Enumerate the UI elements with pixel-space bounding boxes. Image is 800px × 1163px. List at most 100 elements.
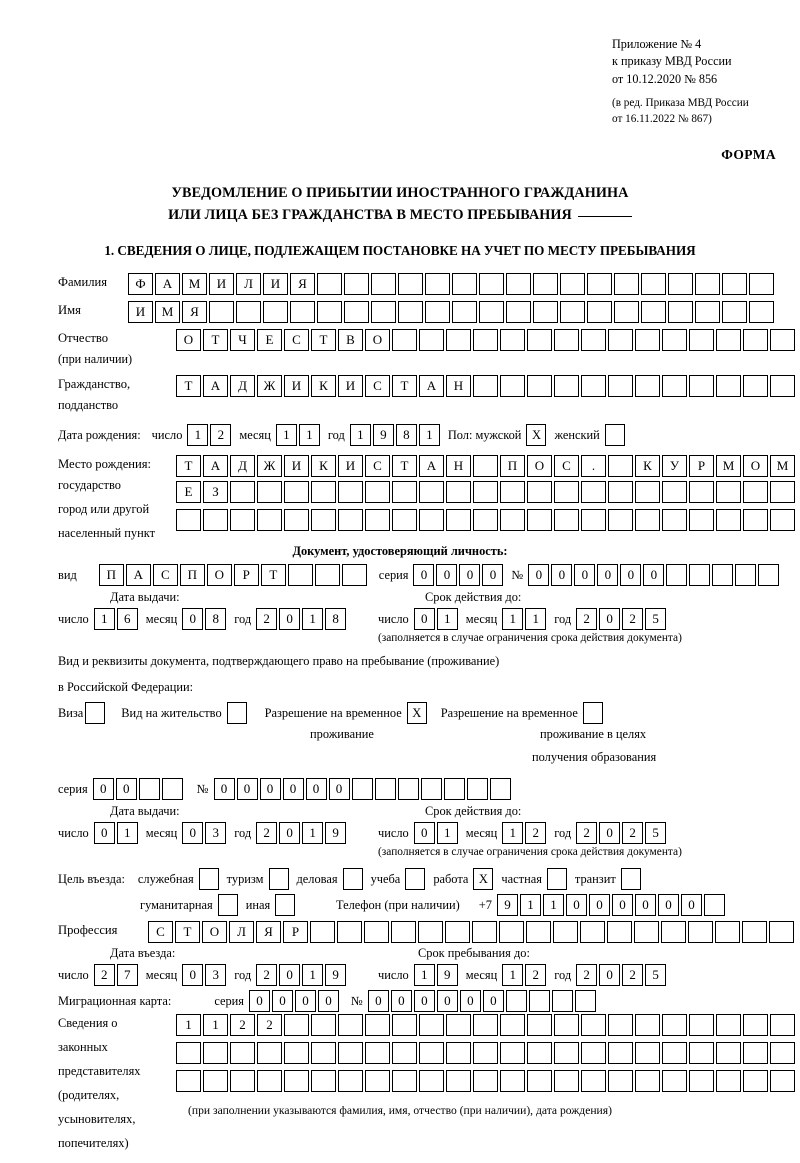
cell[interactable] xyxy=(716,375,741,397)
cell[interactable]: 1 xyxy=(349,424,371,446)
cell[interactable] xyxy=(284,1014,309,1036)
cell[interactable] xyxy=(662,1070,687,1092)
cell[interactable] xyxy=(662,1014,687,1036)
cell[interactable] xyxy=(770,1014,795,1036)
cell[interactable] xyxy=(758,564,780,586)
cell[interactable] xyxy=(635,1014,660,1036)
cell[interactable] xyxy=(688,921,713,943)
cell[interactable]: 0 xyxy=(305,778,327,800)
cell[interactable] xyxy=(770,329,795,351)
cell[interactable]: И xyxy=(128,301,153,323)
cell[interactable] xyxy=(230,1042,255,1064)
cell[interactable]: 1 xyxy=(502,964,524,986)
cell[interactable]: К xyxy=(311,455,336,477)
cell[interactable]: 0 xyxy=(620,564,642,586)
cell[interactable] xyxy=(290,301,315,323)
cell[interactable] xyxy=(770,509,795,531)
purpose-option-checkbox[interactable] xyxy=(546,868,567,890)
cell[interactable]: 1 xyxy=(519,894,541,916)
cell[interactable] xyxy=(608,509,633,531)
cell[interactable] xyxy=(528,990,550,1012)
cell[interactable] xyxy=(203,1042,228,1064)
cell[interactable]: 0 xyxy=(182,822,204,844)
cell[interactable] xyxy=(176,509,201,531)
cell[interactable] xyxy=(176,1042,201,1064)
cell[interactable]: 0 xyxy=(436,564,458,586)
cell[interactable] xyxy=(472,921,497,943)
cell[interactable] xyxy=(287,564,313,586)
cell[interactable]: 0 xyxy=(413,608,435,630)
cell[interactable] xyxy=(338,1014,363,1036)
purpose-option-checkbox[interactable] xyxy=(405,868,426,890)
cell[interactable]: В xyxy=(338,329,363,351)
edu-residence-checkbox[interactable] xyxy=(582,702,603,724)
cell[interactable]: И xyxy=(284,375,309,397)
cell[interactable]: 0 xyxy=(565,894,587,916)
cell[interactable]: Т xyxy=(392,375,417,397)
cell[interactable] xyxy=(722,273,747,295)
cell[interactable] xyxy=(284,481,309,503)
purpose-option-checkbox[interactable] xyxy=(198,868,219,890)
cell[interactable]: А xyxy=(155,273,180,295)
cell[interactable]: 3 xyxy=(205,964,227,986)
cell[interactable] xyxy=(554,481,579,503)
cell[interactable] xyxy=(668,273,693,295)
cell[interactable] xyxy=(392,1070,417,1092)
cell[interactable] xyxy=(365,1070,390,1092)
cell[interactable] xyxy=(452,273,477,295)
cell[interactable] xyxy=(608,329,633,351)
cell[interactable]: А xyxy=(419,455,444,477)
cell[interactable] xyxy=(314,564,340,586)
cell[interactable]: 1 xyxy=(525,608,547,630)
cell[interactable]: 0 xyxy=(279,822,301,844)
cell[interactable]: 5 xyxy=(645,608,667,630)
cell[interactable]: Ф xyxy=(128,273,153,295)
cell[interactable]: С xyxy=(152,564,178,586)
cell[interactable] xyxy=(608,375,633,397)
cell[interactable] xyxy=(392,481,417,503)
cell[interactable]: М xyxy=(182,273,207,295)
cell[interactable]: Р xyxy=(283,921,308,943)
purpose-option-checkbox[interactable] xyxy=(217,894,238,916)
cell[interactable] xyxy=(641,273,666,295)
cell[interactable] xyxy=(230,509,255,531)
cell[interactable] xyxy=(527,509,552,531)
cell[interactable] xyxy=(742,921,767,943)
cell[interactable] xyxy=(341,564,367,586)
cell[interactable] xyxy=(689,509,714,531)
cell[interactable]: О xyxy=(202,921,227,943)
cell[interactable]: О xyxy=(206,564,232,586)
cell[interactable] xyxy=(716,481,741,503)
cell[interactable] xyxy=(666,564,688,586)
cell[interactable] xyxy=(479,301,504,323)
cell[interactable]: 9 xyxy=(325,964,347,986)
cell[interactable] xyxy=(581,1014,606,1036)
cell[interactable] xyxy=(662,481,687,503)
cell[interactable] xyxy=(371,301,396,323)
cell[interactable] xyxy=(392,509,417,531)
cell[interactable] xyxy=(689,1042,714,1064)
cell[interactable] xyxy=(489,778,511,800)
cell[interactable] xyxy=(560,273,585,295)
cell[interactable]: 0 xyxy=(279,608,301,630)
cell[interactable] xyxy=(614,273,639,295)
cell[interactable] xyxy=(743,1070,768,1092)
cell[interactable]: 6 xyxy=(116,608,138,630)
cell[interactable]: 2 xyxy=(576,608,598,630)
cell[interactable]: 0 xyxy=(574,564,596,586)
cell[interactable] xyxy=(203,1070,228,1092)
cell[interactable] xyxy=(554,1014,579,1036)
cell[interactable] xyxy=(662,375,687,397)
cell[interactable]: 1 xyxy=(502,608,524,630)
cell[interactable] xyxy=(749,301,774,323)
cell[interactable]: 0 xyxy=(367,990,389,1012)
cell[interactable] xyxy=(505,990,527,1012)
